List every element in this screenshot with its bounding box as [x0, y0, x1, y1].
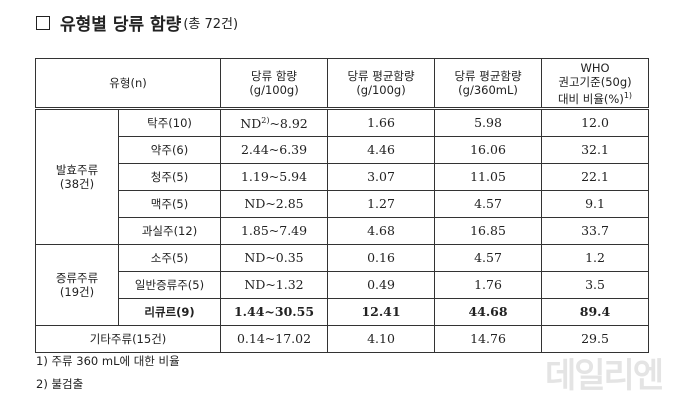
row-range: 1.19~5.94: [220, 163, 329, 191]
table-row: 증류주류 (19건) 소주(5) ND~0.35 0.16 4.57 1.2: [35, 244, 650, 326]
row-avg360: 4.57: [434, 190, 543, 218]
row-range: ND~1.32: [220, 271, 329, 299]
row-avg100: 1.66: [327, 108, 436, 137]
table-row: 청주(5) 1.19~5.94 3.07 11.05 22.1: [36, 163, 650, 191]
row-avg360: 4.57: [434, 244, 543, 272]
sugar-content-table: 유형(n) 당류 함량 (g/100g) 당류 평균함량 (g/100g) 당류 평…: [34, 58, 650, 353]
row-avg100: 4.46: [327, 136, 436, 164]
row-avg360: 14.76: [434, 325, 543, 353]
row-who: 32.1: [541, 136, 650, 164]
row-name: 맥주(5): [117, 190, 222, 218]
header-type: 유형(n): [34, 58, 222, 110]
row-name: 과실주(12): [117, 217, 222, 245]
row-who: 29.5: [541, 325, 650, 353]
row-range: ND~0.35: [220, 244, 329, 272]
group-distilled: 증류주류 (19건): [35, 244, 119, 326]
row-avg360: 5.98: [434, 108, 543, 137]
title-main: 유형별 당류 함량: [60, 15, 182, 35]
row-name: 리큐르(9): [117, 298, 222, 326]
row-who: 1.2: [541, 244, 650, 272]
row-range: 1.85~7.49: [220, 217, 329, 245]
table-row: 기타주류(15건) 0.14~17.02 4.10 14.76 29.5: [34, 325, 650, 353]
row-name: 일반증류주(5): [117, 271, 222, 299]
footnote-1: 1) 주류 360 mL에 대한 비율: [36, 354, 180, 368]
row-avg100: 12.41: [327, 298, 436, 326]
row-who: 9.1: [541, 190, 650, 218]
row-range: ND2)~8.92: [220, 108, 329, 137]
row-avg360: 11.05: [434, 163, 543, 191]
row-name: 청주(5): [117, 163, 222, 191]
header-row: 유형(n) 당류 함량 (g/100g) 당류 평균함량 (g/100g) 당류 평…: [34, 58, 650, 110]
header-who: WHO 권고기준(50g) 대비 비율(%)1): [541, 58, 650, 110]
row-range: 1.44~30.55: [220, 298, 329, 326]
header-avg100: 당류 평균함량 (g/100g): [327, 58, 436, 110]
header-range: 당류 함량 (g/100g): [220, 58, 329, 110]
table-row-highlight: 리큐르(9) 1.44~30.55 12.41 44.68 89.4: [36, 298, 650, 326]
row-avg100: 1.27: [327, 190, 436, 218]
footnote-2: 2) 불검출: [36, 377, 84, 391]
row-who: 33.7: [541, 217, 650, 245]
title-sub: (총 72건): [183, 17, 239, 32]
row-name: 소주(5): [117, 244, 222, 272]
group-fermented: 발효주류 (38건): [35, 108, 119, 245]
row-avg360: 1.76: [434, 271, 543, 299]
row-avg100: 3.07: [327, 163, 436, 191]
row-name: 탁주(10): [117, 108, 222, 137]
table-row: 일반증류주(5) ND~1.32 0.49 1.76 3.5: [36, 271, 650, 299]
row-range: 2.44~6.39: [220, 136, 329, 164]
row-avg100: 4.68: [327, 217, 436, 245]
header-avg360: 당류 평균함량 (g/360mL): [434, 58, 543, 110]
row-who: 12.0: [541, 108, 650, 137]
page-title: 유형별 당류 함량 (총 72건): [36, 10, 238, 35]
row-who: 22.1: [541, 163, 650, 191]
row-who: 3.5: [541, 271, 650, 299]
table-row: 발효주류 (38건) 탁주(10) ND2)~8.92 1.66 5.98 12.…: [35, 108, 650, 245]
table-row: 과실주(12) 1.85~7.49 4.68 16.85 33.7: [36, 217, 650, 245]
row-name: 약주(6): [117, 136, 222, 164]
row-who: 89.4: [541, 298, 650, 326]
row-avg100: 4.10: [327, 325, 436, 353]
square-bullet-icon: [36, 15, 50, 30]
row-avg360: 16.85: [434, 217, 543, 245]
row-name: 기타주류(15건): [34, 325, 222, 353]
table-row: 맥주(5) ND~2.85 1.27 4.57 9.1: [36, 190, 650, 218]
table-row: 약주(6) 2.44~6.39 4.46 16.06 32.1: [36, 136, 650, 164]
row-avg100: 0.49: [327, 271, 436, 299]
row-avg360: 44.68: [434, 298, 543, 326]
watermark-logo: 데일리엔: [545, 356, 664, 396]
row-avg100: 0.16: [327, 244, 436, 272]
row-range: ND~2.85: [220, 190, 329, 218]
row-range: 0.14~17.02: [220, 325, 329, 353]
row-avg360: 16.06: [434, 136, 543, 164]
